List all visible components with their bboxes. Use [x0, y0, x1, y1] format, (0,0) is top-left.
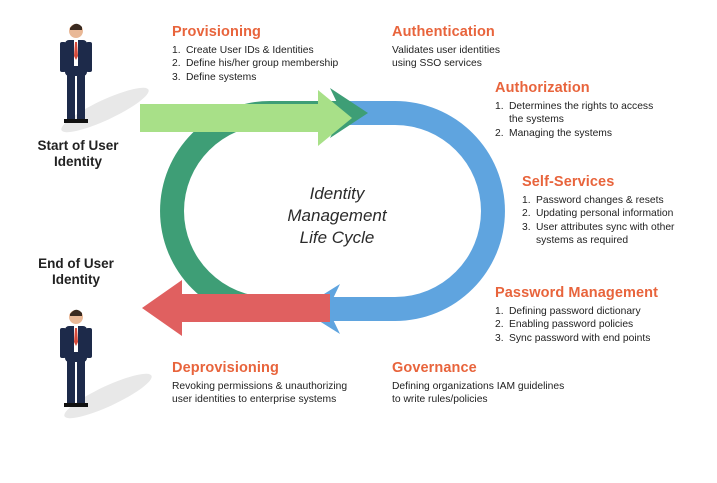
- self-services-title: Self-Services: [522, 174, 615, 190]
- start-arrow: [140, 90, 352, 146]
- start-person-figure: [60, 23, 149, 133]
- center-title: Identity Management Life Cycle: [262, 183, 412, 249]
- item-number: 1.: [495, 306, 504, 317]
- list-item: 3. Sync password with end points: [495, 332, 658, 345]
- list-item: 2. Enabling password policies: [495, 318, 658, 331]
- deprovisioning-block: Deprovisioning Revoking permissions & un…: [172, 360, 347, 407]
- item-number: 1.: [495, 101, 504, 112]
- governance-line2: to write rules/policies: [392, 394, 488, 406]
- item-number: 2.: [495, 319, 504, 331]
- item-number: 2.: [172, 58, 181, 70]
- item-text: Define his/her group membership: [186, 58, 339, 70]
- item-text: Managing the systems: [509, 127, 613, 139]
- end-arrow: [142, 280, 330, 336]
- deprovisioning-line2: user identities to enterprise systems: [172, 394, 337, 406]
- list-item: 2. Define his/her group membership: [172, 57, 338, 70]
- item-text: Determines the rights to access: [509, 101, 654, 112]
- start-label-line2: Identity: [53, 154, 102, 169]
- end-label-line2: Identity: [51, 272, 100, 287]
- item-text: Enabling password policies: [509, 319, 634, 331]
- authentication-line2: using SSO services: [392, 58, 482, 70]
- self-services-list: 1. Password changes & resets 2. Updating p…: [522, 194, 675, 248]
- item-text: Create User IDs & Identities: [186, 45, 314, 56]
- provisioning-title: Provisioning: [172, 24, 262, 40]
- item-number: 3.: [495, 332, 504, 344]
- center-title-line1: Identity: [309, 184, 365, 203]
- item-number: 1.: [172, 45, 181, 56]
- authorization-list: 1. Determines the rights to access the sys…: [495, 100, 653, 140]
- list-item: 2. Updating personal information: [522, 207, 675, 220]
- item-number: 1.: [522, 195, 531, 206]
- start-label: Start of User Identity: [24, 138, 132, 170]
- center-title-line3: Life Cycle: [299, 228, 375, 247]
- item-text-cont: systems as required: [536, 235, 629, 247]
- list-item: 1. Password changes & resets: [522, 194, 675, 207]
- item-number: 3.: [172, 71, 181, 83]
- governance-line1: Defining organizations IAM guidelines: [392, 381, 565, 392]
- governance-block: Governance Defining organizations IAM gu…: [392, 360, 564, 407]
- item-text: User attributes sync with other: [536, 221, 675, 233]
- item-text: Password changes & resets: [536, 195, 664, 206]
- provisioning-list: 1. Create User IDs & Identities 2. Define …: [172, 44, 338, 84]
- authentication-block: Authentication Validates user identities…: [392, 24, 500, 71]
- end-person-figure: [60, 309, 152, 419]
- password-management-block: Password Management 1. Defining password …: [495, 285, 658, 345]
- deprovisioning-line1: Revoking permissions & unauthorizing: [172, 381, 348, 392]
- item-number: 3.: [522, 221, 531, 233]
- center-title-line2: Management: [287, 206, 387, 225]
- right-cycle-arc: [330, 101, 505, 321]
- authentication-line1: Validates user identities: [392, 45, 500, 56]
- authorization-block: Authorization 1. Determines the rights to…: [495, 80, 653, 140]
- deprovisioning-title: Deprovisioning: [172, 360, 279, 376]
- list-item: 3. User attributes sync with other systems…: [522, 221, 675, 248]
- item-number: 2.: [522, 208, 531, 220]
- list-item: 1. Defining password dictionary: [495, 305, 658, 318]
- password-management-list: 1. Defining password dictionary 2. Enablin…: [495, 305, 658, 345]
- list-item: 1. Determines the rights to access the sys…: [495, 100, 653, 127]
- end-label-line1: End of User: [38, 256, 114, 271]
- governance-title: Governance: [392, 360, 477, 376]
- self-services-block: Self-Services 1. Password changes & reset…: [522, 174, 675, 248]
- item-text-cont: the systems: [509, 114, 564, 126]
- start-label-line1: Start of User: [37, 138, 119, 153]
- authentication-title: Authentication: [392, 24, 495, 40]
- item-text: Sync password with end points: [509, 332, 651, 344]
- list-item: 3. Define systems: [172, 71, 338, 84]
- item-text: Updating personal information: [536, 208, 674, 220]
- item-number: 2.: [495, 127, 504, 139]
- authorization-title: Authorization: [495, 80, 590, 96]
- end-label: End of User Identity: [22, 256, 130, 288]
- list-item: 2. Managing the systems: [495, 127, 653, 140]
- item-text: Defining password dictionary: [509, 306, 641, 317]
- password-management-title: Password Management: [495, 285, 659, 301]
- provisioning-block: Provisioning 1. Create User IDs & Identit…: [172, 24, 338, 84]
- list-item: 1. Create User IDs & Identities: [172, 44, 338, 57]
- item-text: Define systems: [186, 71, 257, 83]
